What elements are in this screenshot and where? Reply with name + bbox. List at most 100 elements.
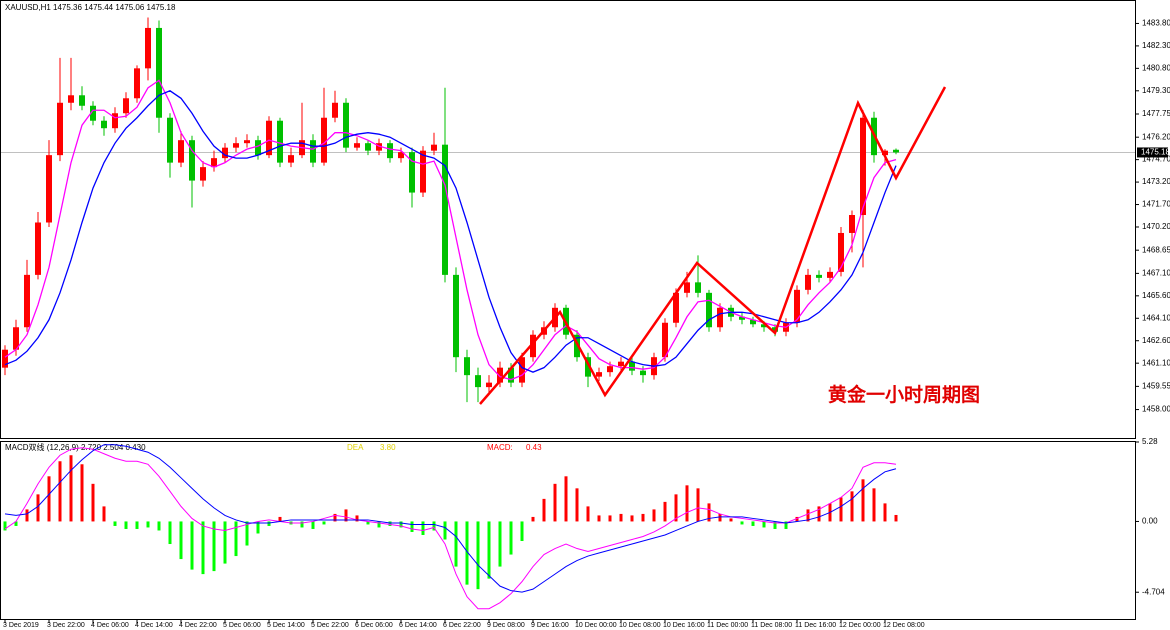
macd-bar (597, 515, 601, 522)
macd-bar (795, 516, 799, 522)
candle-body (46, 155, 52, 223)
x-tick-label: 5 Dec 14:00 (267, 622, 305, 629)
macd-bar (531, 516, 535, 522)
candle-body (222, 147, 228, 159)
macd-bar (25, 509, 29, 522)
y-tick-label: 1479.30 (1142, 86, 1170, 95)
macd-bar (179, 521, 183, 560)
candle-body (420, 150, 426, 193)
macd-bar (157, 521, 161, 531)
macd-bar (707, 503, 711, 522)
x-tick-label: 5 Dec 22:00 (311, 622, 349, 629)
candle-body (13, 327, 19, 350)
macd-bar (608, 515, 612, 522)
macd-bar (322, 521, 326, 525)
candle-body (453, 274, 459, 358)
macd-bar (850, 491, 854, 522)
macd-bar (740, 521, 744, 525)
y-tick-label: 1468.65 (1142, 245, 1170, 254)
candle-body (167, 117, 173, 163)
macd-bar (333, 513, 337, 522)
x-tick-label: 5 Dec 06:00 (223, 622, 261, 629)
candle-body (596, 372, 602, 377)
candle-body (618, 361, 624, 367)
macd-bar (311, 521, 315, 529)
macd-bar (839, 497, 843, 522)
candle-body (387, 143, 393, 159)
macd-pane (0, 441, 1136, 620)
macd-bar (751, 521, 755, 526)
macd-bar (498, 521, 502, 567)
macd-bar (300, 521, 304, 528)
macd-bar (388, 521, 392, 526)
x-tick-label: 11 Dec 16:00 (795, 622, 836, 629)
macd-bar (586, 506, 590, 522)
macd-bar (3, 521, 7, 531)
candle-body (255, 140, 261, 156)
candle-body (134, 68, 140, 99)
candle-body (57, 102, 63, 156)
candle-body (464, 357, 470, 376)
candle-body (442, 144, 448, 275)
candle-body (431, 144, 437, 151)
macd-bar (201, 521, 205, 575)
candle-body (662, 322, 668, 358)
header-close: 1475.18 (147, 3, 176, 12)
ma-line (4, 79, 897, 381)
macd-bar (542, 498, 546, 522)
macd-bar (487, 521, 491, 579)
y-tick-label: 5.28 (1142, 437, 1158, 446)
macd-bar (432, 521, 436, 531)
y-tick-label: 0.00 (1142, 517, 1158, 526)
candle-body (629, 361, 635, 371)
x-tick-label: 10 Dec 08:00 (619, 622, 661, 629)
candle-body (717, 307, 723, 328)
y-tick-label: 1461.10 (1142, 358, 1170, 367)
macd-bar (718, 513, 722, 522)
y-tick-label: 1470.20 (1142, 222, 1170, 231)
macd-bar (69, 455, 73, 522)
y-tick-label: 1471.70 (1142, 200, 1170, 209)
candle-body (288, 155, 294, 163)
candle-body (706, 292, 712, 328)
macd-bar (399, 521, 403, 528)
candle-body (233, 143, 239, 148)
candle-body (475, 375, 481, 388)
current-price-box (1137, 147, 1168, 158)
candle-body (376, 143, 382, 151)
macd-bar (652, 509, 656, 522)
candle-body (354, 143, 360, 148)
macd-bar (168, 521, 172, 545)
y-tick-label: 1473.20 (1142, 177, 1170, 186)
candle-body (816, 274, 822, 278)
candle-body (2, 349, 8, 368)
macd-bar (663, 501, 667, 522)
marks: 1458.00 1459.55 1461.10 1462.60 1464.10 1465.… (1, 17, 1170, 629)
candle-body (849, 215, 855, 233)
y-tick-label: 1465.60 (1142, 291, 1170, 300)
macd-bar (641, 513, 645, 522)
candle-body (805, 274, 811, 290)
y-tick-label: 1462.60 (1142, 336, 1170, 345)
candle-body (838, 232, 844, 272)
candle-body (497, 367, 503, 383)
x-tick-label: 3 Dec 22:00 (47, 622, 85, 629)
candle-body (321, 117, 327, 163)
candle-body (827, 271, 833, 278)
header-open: 1475.36 (53, 3, 82, 12)
macd-bar (124, 521, 128, 529)
macd-bar (674, 494, 678, 522)
y-tick-label: 1467.10 (1142, 268, 1170, 277)
macd-bar (509, 521, 513, 555)
header-high: 1475.44 (84, 3, 113, 12)
macd-bar (443, 521, 447, 540)
candle-body (24, 274, 30, 328)
macd-text: MACD: (487, 443, 513, 452)
macd-bar (575, 488, 579, 522)
candle-body (761, 324, 767, 328)
candle-body (200, 167, 206, 181)
macd-bar (465, 521, 469, 585)
y-tick-label: 1483.80 (1142, 19, 1170, 28)
x-tick-label: 3 Dec 2019 (3, 622, 39, 629)
